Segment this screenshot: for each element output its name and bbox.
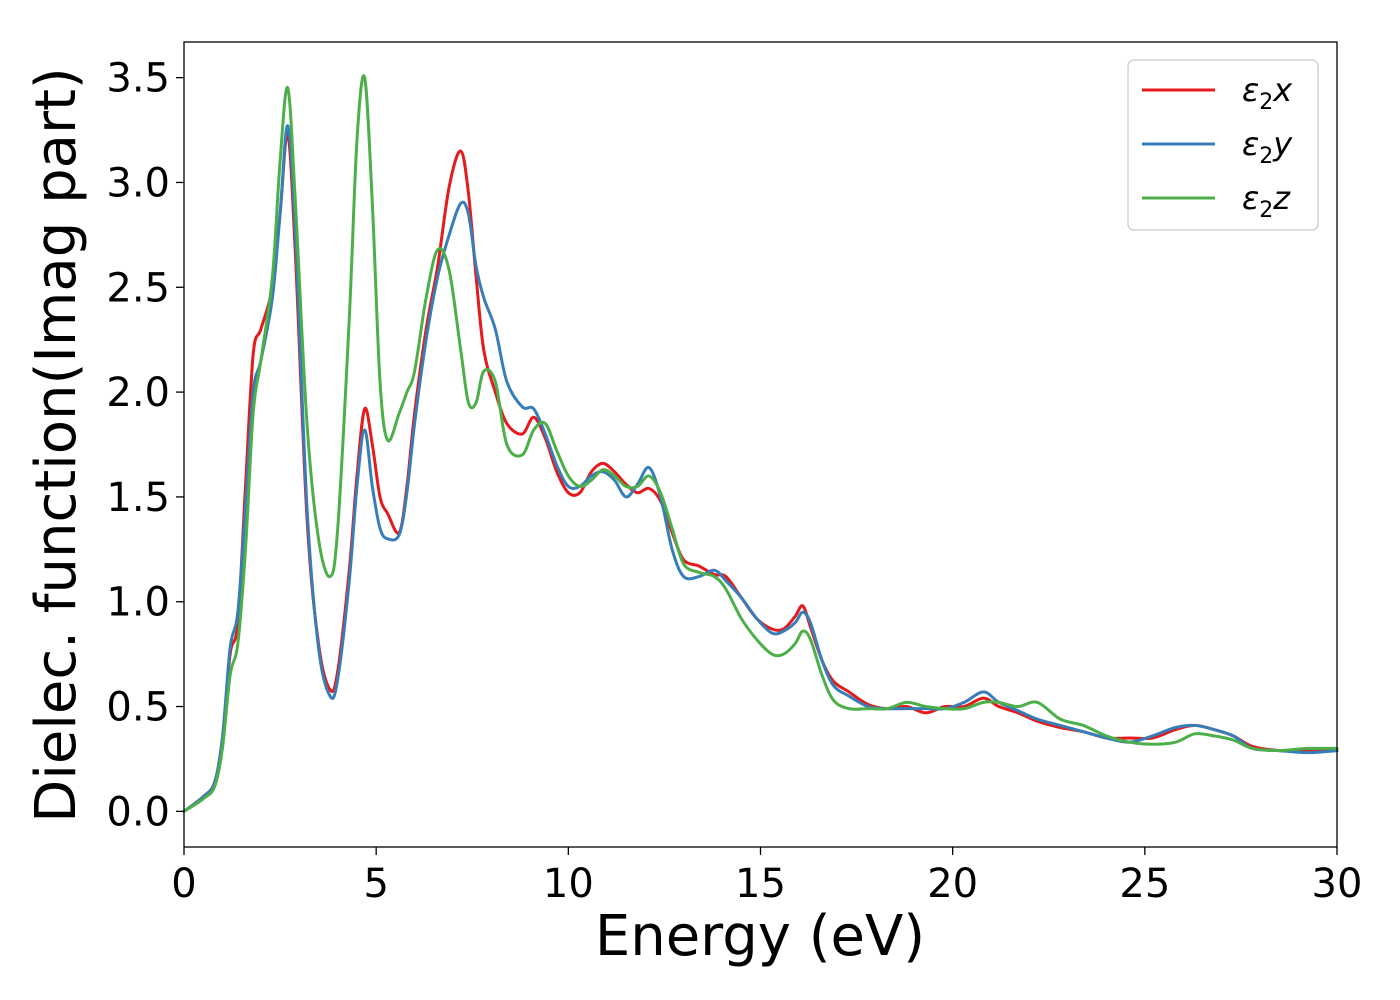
y-tick-label: 3.0 <box>106 160 170 206</box>
y-tick-label: 0.0 <box>106 789 170 835</box>
x-tick-label: 5 <box>363 861 388 907</box>
series-line-z <box>182 74 1339 813</box>
x-tick-label: 0 <box>171 861 196 907</box>
y-tick-label: 2.0 <box>106 370 170 416</box>
legend-label-x: ε2x <box>1242 71 1293 115</box>
x-axis-ticks: 0 5 10 15 20 25 30 <box>171 847 1362 907</box>
y-tick-label: 1.5 <box>106 475 170 521</box>
legend: ε2x ε2y ε2z <box>1127 59 1319 231</box>
legend-label-y: ε2y <box>1242 125 1293 169</box>
x-tick-label: 10 <box>543 861 594 907</box>
x-axis-title: Energy (eV) <box>595 904 925 969</box>
x-tick-label: 20 <box>927 861 978 907</box>
y-axis-ticks: 0.0 0.5 1.0 1.5 2.0 2.5 3.0 3.5 <box>106 56 184 835</box>
legend-label-z: ε2z <box>1242 179 1291 223</box>
y-tick-label: 3.5 <box>106 56 170 102</box>
y-tick-label: 1.0 <box>106 580 170 626</box>
x-tick-label: 15 <box>735 861 786 907</box>
x-tick-label: 25 <box>1119 861 1170 907</box>
legend-box <box>1127 59 1319 231</box>
y-tick-label: 0.5 <box>106 685 170 731</box>
y-axis-title: Dielec. function(Imag part) <box>24 67 89 823</box>
y-tick-label: 2.5 <box>106 265 170 311</box>
x-tick-label: 30 <box>1312 861 1363 907</box>
legend-items: ε2x ε2y ε2z <box>1142 71 1293 223</box>
plot-lines <box>182 74 1339 813</box>
